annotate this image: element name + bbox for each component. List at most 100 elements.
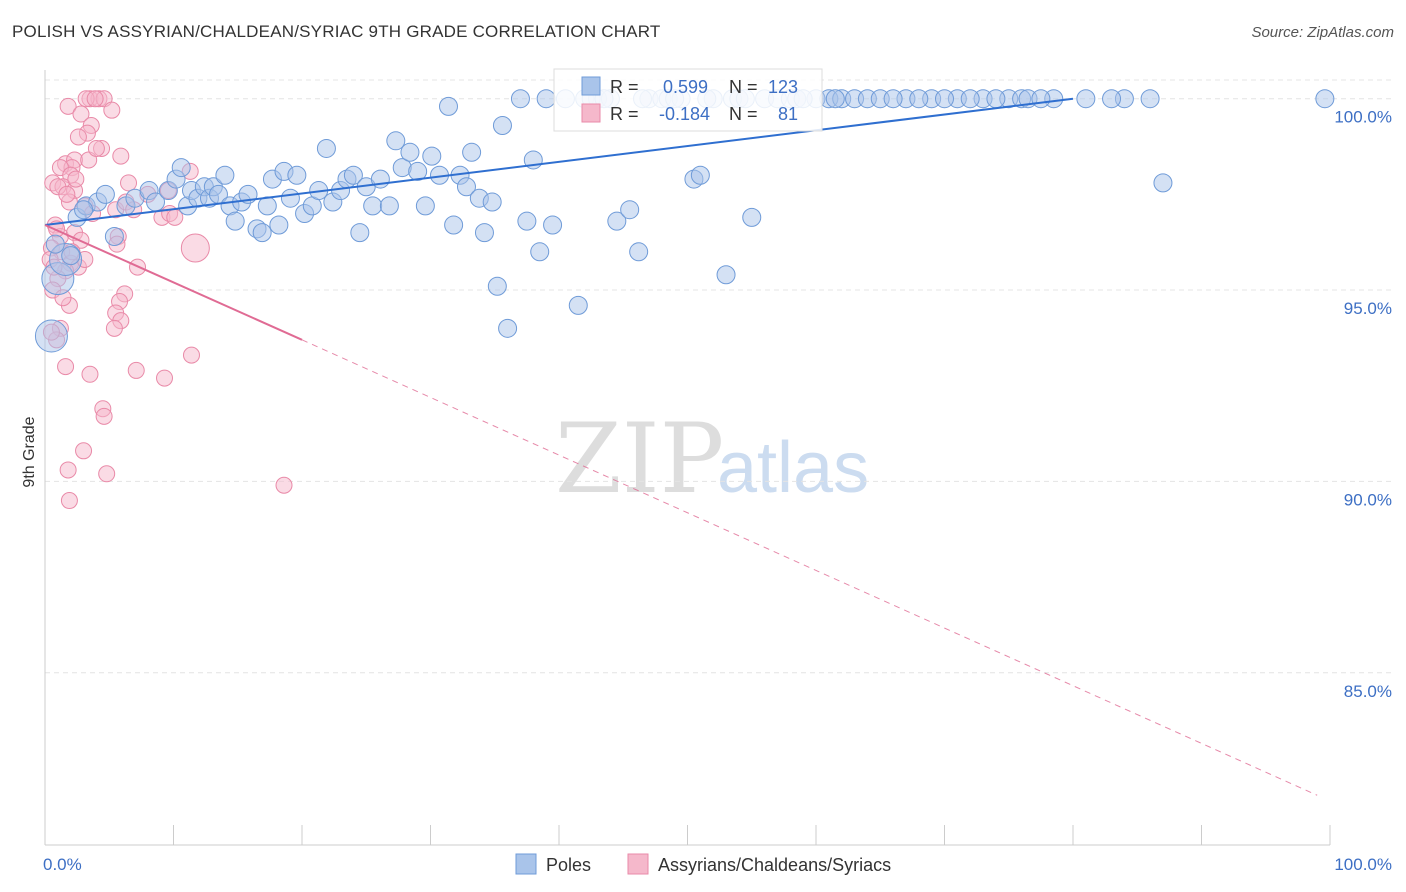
poles-point (252, 223, 272, 243)
assyrian-trend-line-extended (301, 339, 1318, 796)
assyrian-points (41, 90, 293, 510)
stats-swatch-poles (581, 76, 601, 96)
assyrian-point (180, 233, 210, 263)
assyrian-point (95, 407, 113, 425)
poles-point (415, 196, 435, 216)
stats-r-label-assyrian: R = (610, 104, 639, 124)
assyrian-point (86, 90, 104, 108)
poles-point (742, 207, 762, 227)
assyrian-point (103, 101, 121, 119)
poles-point (498, 318, 518, 338)
stats-n-label-assyrian: N = (729, 104, 758, 124)
stats-n-value-poles: 123 (768, 77, 798, 97)
poles-point (280, 188, 300, 208)
poles-point (536, 89, 556, 109)
poles-point (607, 211, 627, 231)
y-tick-label: 100.0% (1334, 108, 1392, 127)
assyrian-point (72, 105, 90, 123)
assyrian-point (105, 319, 123, 337)
assyrian-point (57, 358, 75, 376)
poles-point (215, 165, 235, 185)
poles-point (1076, 89, 1096, 109)
poles-point (269, 215, 289, 235)
assyrian-point (59, 461, 77, 479)
x-tick-label: 100.0% (1334, 855, 1392, 874)
y-tick-label: 90.0% (1344, 490, 1392, 509)
assyrian-point (120, 174, 138, 192)
trend-layer (44, 97, 1318, 796)
poles-point (257, 196, 277, 216)
legend: Poles Assyrians/Chaldeans/Syriacs (515, 853, 891, 875)
poles-point (379, 196, 399, 216)
assyrian-point (58, 185, 76, 203)
x-tick-label: 0.0% (43, 855, 82, 874)
y-tick-label: 85.0% (1344, 682, 1392, 701)
assyrian-point (67, 170, 85, 188)
assyrian-point (182, 346, 200, 364)
poles-point (104, 226, 124, 246)
poles-point (45, 234, 65, 254)
poles-point (1315, 89, 1335, 109)
legend-swatch-assyrian (627, 853, 649, 875)
stats-n-label-poles: N = (729, 77, 758, 97)
assyrian-point (156, 369, 174, 387)
poles-point (543, 215, 563, 235)
poles-point (986, 89, 1006, 109)
y-axis-label: 9th Grade (21, 416, 38, 487)
poles-point (225, 211, 245, 231)
y-tick-label: 95.0% (1344, 299, 1392, 318)
poles-point (1031, 89, 1051, 109)
poles-point (363, 196, 383, 216)
assyrian-trend-line (44, 224, 303, 341)
poles-point (61, 246, 81, 266)
poles-point (456, 177, 476, 197)
poles-point (422, 146, 442, 166)
grid-layer (45, 79, 1392, 674)
stats-box: R = 0.599 N = 123 R = -0.184 N = 81 (553, 68, 823, 132)
poles-point (95, 184, 115, 204)
poles-point (438, 96, 458, 116)
assyrian-point (75, 442, 93, 460)
poles-point (171, 158, 191, 178)
assyrian-point (60, 492, 78, 510)
chart-source: Source: ZipAtlas.com (1251, 24, 1394, 41)
stats-r-value-poles: 0.599 (663, 77, 708, 97)
poles-point (716, 265, 736, 285)
poles-point (350, 223, 370, 243)
poles-point (400, 142, 420, 162)
assyrian-point (127, 361, 145, 379)
poles-point (530, 242, 550, 262)
legend-label-assyrian: Assyrians/Chaldeans/Syriacs (658, 855, 891, 875)
poles-point (690, 165, 710, 185)
poles-point (34, 319, 68, 353)
poles-point (316, 138, 336, 158)
stats-n-value-assyrian: 81 (778, 104, 798, 124)
poles-point (287, 165, 307, 185)
poles-point (568, 295, 588, 315)
assyrian-point (275, 476, 293, 494)
assyrian-point (59, 97, 77, 115)
assyrian-point (98, 465, 116, 483)
watermark-atlas: atlas (717, 428, 869, 508)
poles-point (510, 89, 530, 109)
poles-point (408, 161, 428, 181)
poles-point (444, 215, 464, 235)
poles-trend-line (44, 97, 1074, 226)
poles-point (386, 131, 406, 151)
stats-swatch-assyrian (581, 103, 601, 123)
poles-point (492, 115, 512, 135)
stats-r-value-assyrian: -0.184 (659, 104, 710, 124)
legend-swatch-poles (515, 853, 537, 875)
poles-point (620, 200, 640, 220)
poles-point (474, 223, 494, 243)
poles-point (960, 89, 980, 109)
poles-point (517, 211, 537, 231)
watermark-zip: ZIP (555, 403, 724, 515)
poles-point (883, 89, 903, 109)
poles-point (1153, 173, 1173, 193)
poles-point (1140, 89, 1160, 109)
poles-point (74, 200, 94, 220)
poles-point (1102, 89, 1122, 109)
stats-r-label-poles: R = (610, 77, 639, 97)
